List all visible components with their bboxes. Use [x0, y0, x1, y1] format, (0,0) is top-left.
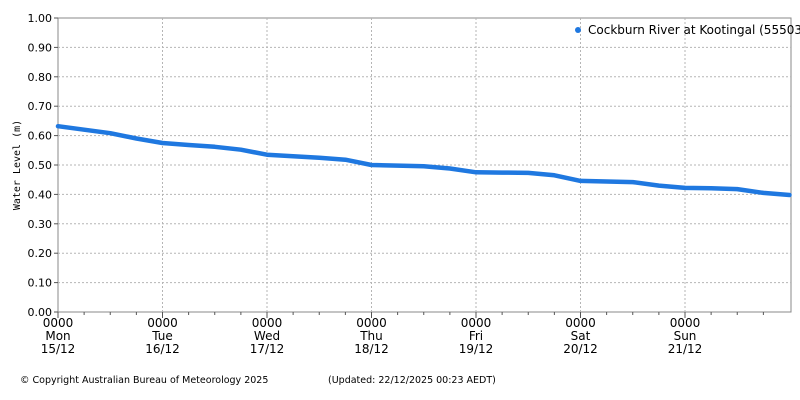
y-tick-label: 0.40: [28, 188, 53, 201]
y-tick-label: 0.30: [28, 218, 53, 231]
y-tick-label: 0.60: [28, 130, 53, 143]
x-tick-date: 19/12: [459, 342, 494, 356]
x-tick-day: Fri: [469, 329, 483, 343]
x-tick-day: Wed: [254, 329, 280, 343]
legend: Cockburn River at Kootingal (555035): [575, 23, 800, 37]
x-tick-time: 0000: [565, 316, 596, 330]
updated-text: (Updated: 22/12/2025 00:23 AEDT): [328, 375, 496, 386]
legend-label: Cockburn River at Kootingal (555035): [588, 23, 800, 37]
x-tick-date: 20/12: [563, 342, 598, 356]
x-tick-day: Sat: [571, 329, 591, 343]
x-tick-time: 0000: [670, 316, 701, 330]
x-tick-date: 18/12: [354, 342, 389, 356]
legend-marker: [575, 27, 581, 33]
y-tick-label: 0.20: [28, 247, 53, 260]
y-tick-label: 0.50: [28, 159, 53, 172]
x-tick-day: Sun: [674, 329, 697, 343]
x-tick-time: 0000: [43, 316, 74, 330]
y-tick-label: 0.10: [28, 277, 53, 290]
x-tick-date: 15/12: [41, 342, 76, 356]
x-tick-date: 21/12: [668, 342, 703, 356]
x-axis-ticks: 0000Mon15/120000Tue16/120000Wed17/120000…: [41, 312, 764, 356]
x-tick-time: 0000: [147, 316, 178, 330]
x-tick-date: 16/12: [145, 342, 180, 356]
series-layer: [55, 123, 792, 198]
y-tick-label: 0.80: [28, 71, 53, 84]
x-tick-time: 0000: [461, 316, 492, 330]
y-axis-label: Water Level (m): [12, 120, 23, 210]
y-tick-label: 0.90: [28, 41, 53, 54]
x-tick-date: 17/12: [250, 342, 285, 356]
x-tick-time: 0000: [252, 316, 283, 330]
y-tick-label: 1.00: [28, 12, 53, 25]
x-tick-time: 0000: [356, 316, 387, 330]
series-line: [55, 123, 792, 198]
y-tick-label: 0.70: [28, 100, 53, 113]
copyright-text: © Copyright Australian Bureau of Meteoro…: [20, 375, 269, 386]
y-axis-ticks: 0.00 0.10 0.20 0.30 0.40 0.50 0.60 0.70 0.80 0.90…: [28, 12, 58, 319]
x-tick-day: Tue: [151, 329, 173, 343]
y-tick-label: 0.00: [28, 306, 53, 319]
x-tick-day: Thu: [359, 329, 383, 343]
grid-lines: [58, 18, 791, 312]
x-tick-day: Mon: [45, 329, 70, 343]
